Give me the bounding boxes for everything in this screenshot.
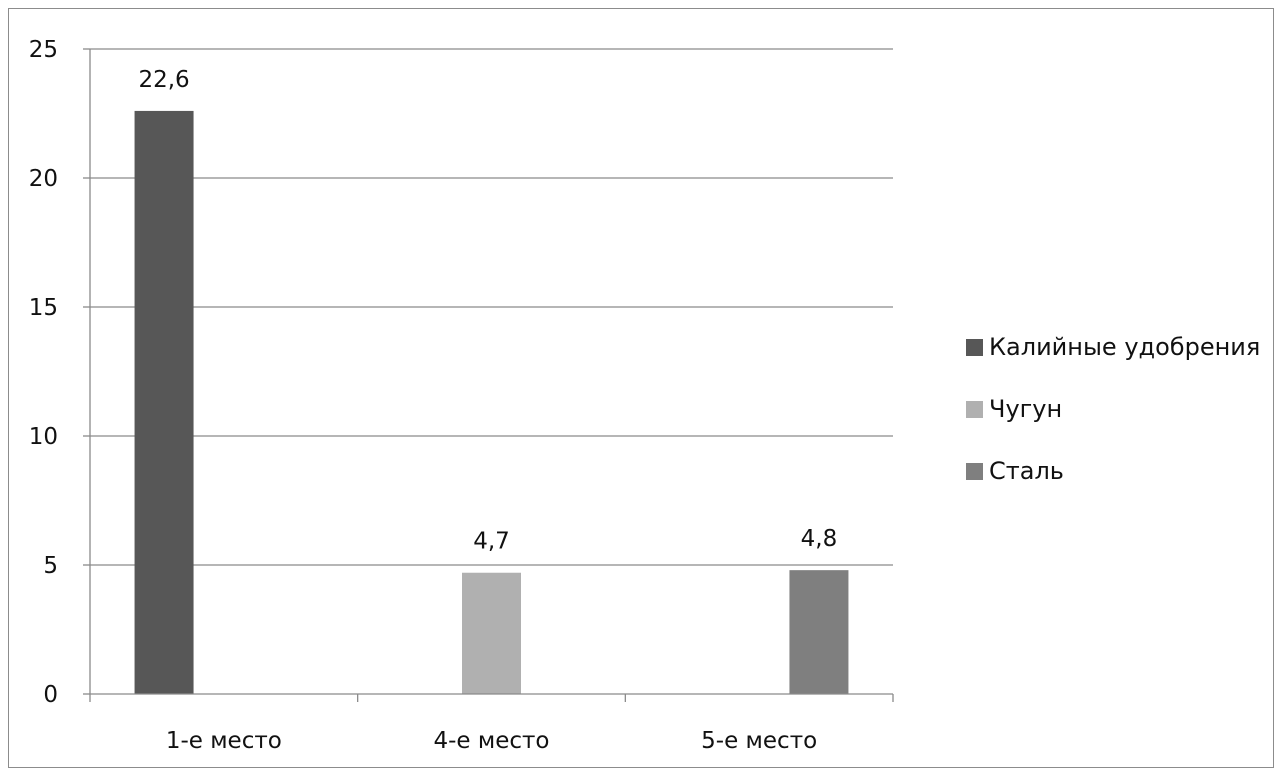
y-tick-label: 20 (29, 166, 58, 192)
y-tick-label: 5 (43, 553, 58, 579)
y-tick-label: 10 (29, 424, 58, 450)
legend-item-cast-iron: Чугун (966, 378, 1260, 440)
bar (134, 110, 194, 695)
bar (462, 572, 521, 694)
legend-label: Сталь (989, 457, 1064, 485)
bar (789, 570, 849, 694)
x-tick-label: 5-е место (701, 728, 817, 754)
y-tick-label: 0 (43, 682, 58, 708)
legend-label: Чугун (989, 395, 1063, 423)
data-label: 22,6 (138, 67, 189, 93)
x-axis-ticks: 1-е место 4-е место 5-е место (89, 694, 894, 754)
x-tick-label: 4-е место (433, 728, 549, 754)
axes (89, 49, 893, 695)
data-label: 4,7 (473, 529, 510, 555)
legend-label: Калийные удобрения (989, 333, 1261, 361)
legend-swatch (966, 400, 983, 418)
data-label: 4,8 (801, 526, 838, 552)
legend: Калийные удобрения Чугун Сталь (966, 316, 1260, 502)
legend-item-steel: Сталь (966, 440, 1260, 502)
x-tick-label: 1-е место (166, 728, 282, 754)
bars (134, 110, 849, 695)
y-axis-ticks: 0 5 10 15 20 25 (29, 37, 90, 708)
y-tick-label: 15 (29, 295, 58, 321)
gridlines (90, 48, 893, 566)
legend-swatch (966, 462, 983, 480)
legend-swatch (966, 338, 983, 356)
legend-item-potash: Калийные удобрения (966, 316, 1260, 378)
y-tick-label: 25 (29, 37, 58, 63)
chart-frame (8, 8, 1274, 768)
data-labels: 22,6 4,7 4,8 (138, 67, 837, 555)
